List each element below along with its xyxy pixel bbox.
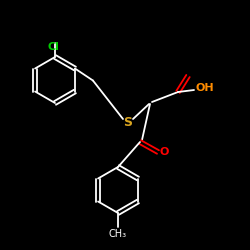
Text: S: S: [124, 116, 132, 128]
Text: Cl: Cl: [47, 42, 59, 52]
Text: OH: OH: [196, 83, 214, 93]
Text: O: O: [160, 147, 170, 157]
Text: CH₃: CH₃: [109, 229, 127, 239]
